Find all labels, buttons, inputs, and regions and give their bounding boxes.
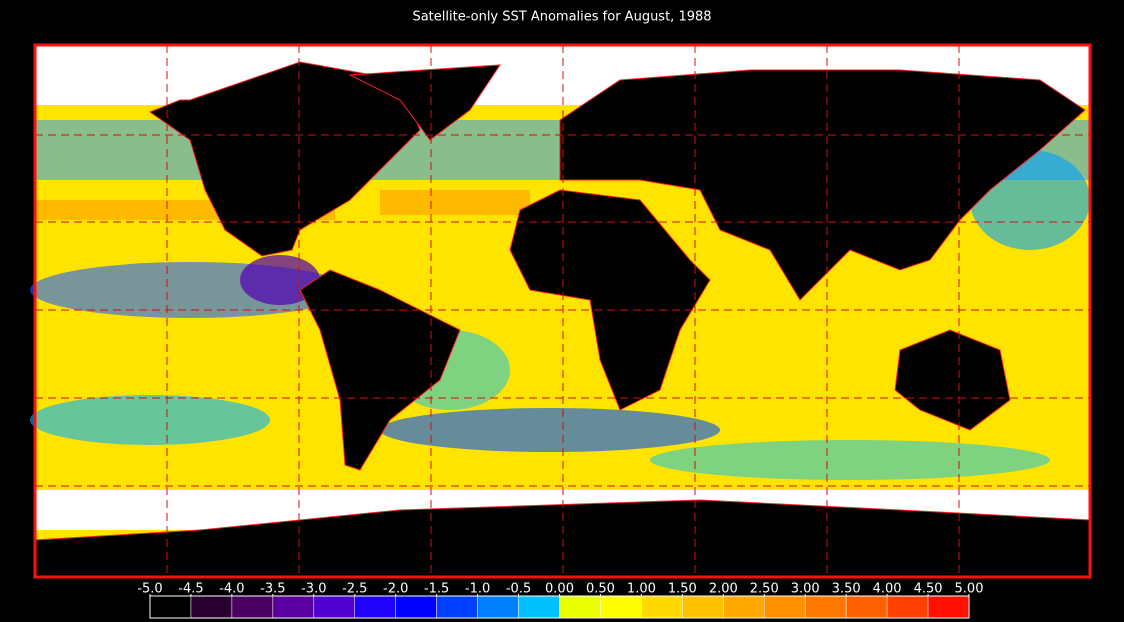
eurasia bbox=[559, 69, 1086, 301]
greenland bbox=[348, 64, 501, 141]
graticule bbox=[35, 45, 1090, 577]
colorbar-tick-label: 3.50 bbox=[832, 582, 861, 597]
colorbar-bin bbox=[764, 595, 806, 619]
africa bbox=[509, 189, 711, 411]
australia bbox=[894, 329, 1011, 431]
anomaly-area bbox=[240, 255, 320, 305]
colorbar-bin bbox=[559, 595, 601, 619]
colorbar-bin bbox=[395, 595, 437, 619]
colorbar-tick-label: -2.5 bbox=[342, 582, 367, 597]
anomaly-area bbox=[650, 440, 1050, 480]
colorbar-bin bbox=[272, 595, 315, 619]
colorbar-tick-label: -4.0 bbox=[219, 582, 244, 597]
colorbar-bin bbox=[682, 595, 724, 619]
colorbar-tick-label: 1.50 bbox=[668, 582, 697, 597]
colorbar-bin bbox=[518, 595, 560, 619]
colorbar-tick-label: 4.00 bbox=[873, 582, 902, 597]
map-frame bbox=[33, 43, 1092, 579]
colorbar-tick-label: 1.00 bbox=[627, 582, 656, 597]
colorbar-tick-label: 4.50 bbox=[914, 582, 943, 597]
colorbar-bin bbox=[436, 595, 478, 619]
colorbar-tick-label: -5.0 bbox=[137, 582, 162, 597]
colorbar-bin bbox=[600, 595, 642, 619]
colorbar-tick-label: -0.5 bbox=[506, 582, 531, 597]
colorbar-bin bbox=[886, 595, 929, 619]
colorbar-tick-label: -4.5 bbox=[178, 582, 203, 597]
colorbar-bin bbox=[927, 595, 970, 619]
colorbar-bin bbox=[190, 595, 233, 619]
colorbar-tick-label: 5.00 bbox=[955, 582, 984, 597]
map bbox=[30, 43, 1092, 579]
anomaly-area bbox=[380, 408, 720, 452]
colorbar-tick-label: 3.00 bbox=[791, 582, 820, 597]
colorbar-bin bbox=[845, 595, 888, 619]
colorbar-bin bbox=[477, 595, 519, 619]
colorbar-tick-label: 2.50 bbox=[750, 582, 779, 597]
colorbar-tick-label: 2.00 bbox=[709, 582, 738, 597]
colorbar-bin bbox=[641, 595, 683, 619]
colorbar-tick-label: -2.0 bbox=[383, 582, 408, 597]
colorbar: -5.0 -4.5 -4.0 -3.5 -3.0 -2.5 -2.0 -1.5 -1.0 -0.5… bbox=[137, 582, 983, 619]
anomaly-band bbox=[380, 190, 530, 215]
colorbar-tick-label: -1.0 bbox=[465, 582, 490, 597]
colorbar-bin bbox=[804, 595, 847, 619]
colorbar-tick-label: 0.00 bbox=[545, 582, 574, 597]
colorbar-bin bbox=[723, 595, 765, 619]
colorbar-bin bbox=[354, 595, 396, 619]
title: Satellite-only SST Anomalies for August,… bbox=[412, 10, 711, 25]
colorbar-tick-label: -3.5 bbox=[260, 582, 285, 597]
colorbar-bin bbox=[313, 595, 355, 619]
colorbar-bin bbox=[231, 595, 274, 619]
colorbar-tick-label: 0.50 bbox=[586, 582, 615, 597]
anomaly-area bbox=[30, 395, 270, 445]
colorbar-bin bbox=[149, 595, 192, 619]
colorbar-tick-label: -3.0 bbox=[301, 582, 326, 597]
south-america bbox=[299, 269, 461, 471]
colorbar-tick-label: -1.5 bbox=[424, 582, 449, 597]
